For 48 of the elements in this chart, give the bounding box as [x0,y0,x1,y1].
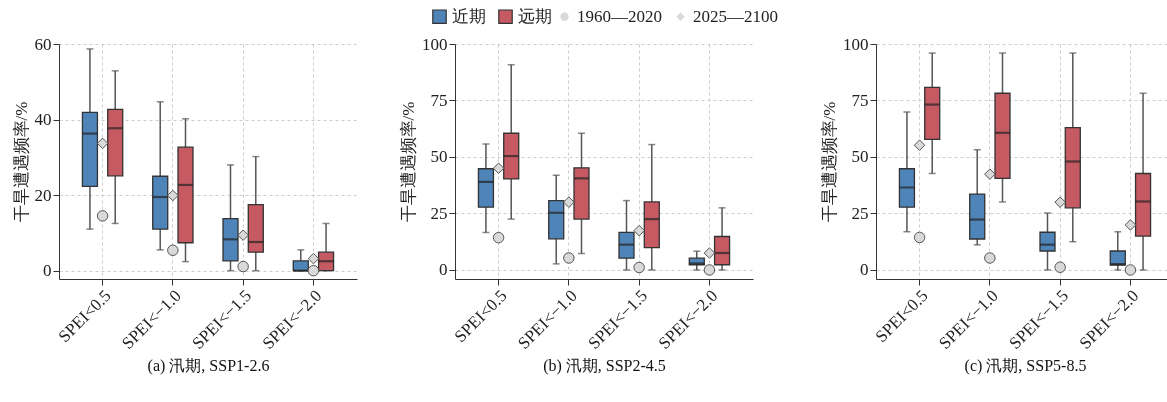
point [984,168,996,180]
point [96,210,109,222]
x-axis-title: (a) 汛期, SSP1-2.6 [147,357,270,376]
point [492,231,505,244]
y-tick-label: 20 [34,185,52,205]
point [1054,196,1066,208]
y-tick-label: 75 [430,90,448,110]
y-tick-label: 50 [851,147,869,167]
point [307,252,320,265]
legend-label: 1960—2020 [577,6,662,26]
x-axis-title: (b) 汛期, SSP2-4.5 [543,357,666,376]
y-tick-label: 40 [34,110,52,130]
y-axis-title: 干旱遭遇频率/% [399,101,418,223]
point [703,247,716,259]
point [237,229,249,241]
y-tick-label: 60 [34,34,52,54]
point [563,252,575,264]
y-tick-label: 25 [851,203,869,223]
y-tick-label: 100 [422,34,448,54]
point [913,139,926,151]
point [984,252,996,264]
y-tick-label: 0 [43,261,52,281]
point [167,244,179,257]
point [563,196,575,208]
legend-label: 远期 [518,6,552,26]
y-tick-label: 100 [843,34,869,54]
point [913,231,926,244]
y-axis-title: 干旱遭遇频率/% [11,101,31,223]
point [633,261,645,274]
y-tick-label: 50 [430,147,448,167]
y-tick-label: 25 [430,203,448,223]
x-axis-title: (c) 汛期, SSP5-8.5 [964,357,1087,376]
legend-label: 2025—2100 [693,6,778,26]
point [1054,261,1066,273]
y-axis-title: 干旱遭遇频率/% [820,101,839,223]
point [1124,264,1137,276]
point [96,137,109,150]
point [492,162,505,175]
point [1124,219,1137,231]
legend-label: 近期 [452,6,486,26]
y-tick-label: 0 [439,260,448,280]
y-tick-label: 75 [851,90,869,110]
point [167,189,179,202]
point [633,224,645,237]
y-tick-label: 0 [860,260,869,280]
point [307,264,320,277]
point [703,264,716,276]
point [237,260,249,273]
